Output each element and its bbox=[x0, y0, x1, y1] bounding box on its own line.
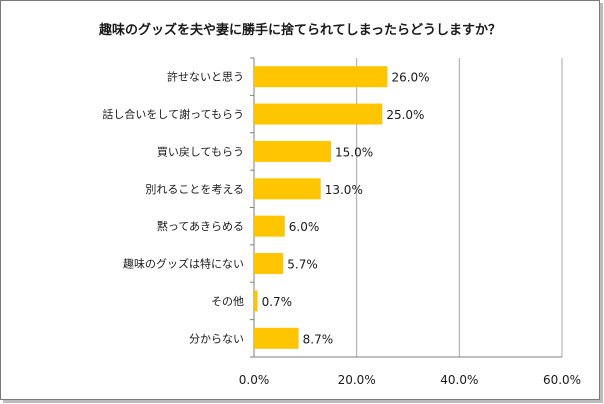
category-labels: 許せないと思う話し合いをして謝ってもらう買い戻してもらう別れることを考える黙って… bbox=[102, 71, 244, 346]
grid-lines bbox=[250, 57, 563, 358]
category-label: その他 bbox=[211, 295, 244, 308]
data-label: 8.7% bbox=[303, 332, 334, 346]
category-label: 黙ってあきらめる bbox=[157, 220, 244, 233]
bar bbox=[254, 290, 258, 312]
x-tick-label: 20.0% bbox=[338, 373, 376, 387]
data-labels: 26.0% 25.0% 15.0% 13.0% 6.0% 5.7% 0.7% 8.7% bbox=[262, 71, 430, 347]
data-label: 25.0% bbox=[386, 108, 424, 122]
x-tick-label: 40.0% bbox=[440, 373, 478, 387]
bar bbox=[254, 140, 331, 162]
data-label: 13.0% bbox=[325, 183, 363, 197]
category-label: 趣味のグッズは特にない bbox=[123, 257, 244, 271]
bar bbox=[254, 103, 383, 125]
bar bbox=[254, 327, 299, 349]
bar bbox=[254, 215, 285, 237]
data-label: 0.7% bbox=[262, 295, 293, 309]
data-label: 6.0% bbox=[289, 220, 320, 234]
bar bbox=[254, 178, 321, 200]
x-tick-label: 60.0% bbox=[543, 373, 581, 387]
category-label: 分からない bbox=[189, 332, 244, 345]
data-label: 5.7% bbox=[287, 258, 318, 272]
data-label: 15.0% bbox=[335, 145, 373, 159]
category-label: 話し合いをして謝ってもらう bbox=[102, 107, 244, 121]
x-tick-label: 0.0% bbox=[239, 373, 270, 387]
category-label: 買い戻してもらう bbox=[157, 145, 244, 158]
bar bbox=[254, 253, 284, 275]
category-label: 許せないと思う bbox=[167, 71, 244, 84]
data-label: 26.0% bbox=[391, 71, 429, 85]
category-label: 別れることを考える bbox=[145, 183, 244, 196]
bars bbox=[254, 66, 388, 349]
bar bbox=[254, 66, 388, 88]
x-tick-labels: 0.0% 20.0% 40.0% 60.0% bbox=[239, 373, 581, 387]
chart-title: 趣味のグッズを夫や妻に勝手に捨てられてしまったらどうしますか？ bbox=[98, 22, 501, 38]
